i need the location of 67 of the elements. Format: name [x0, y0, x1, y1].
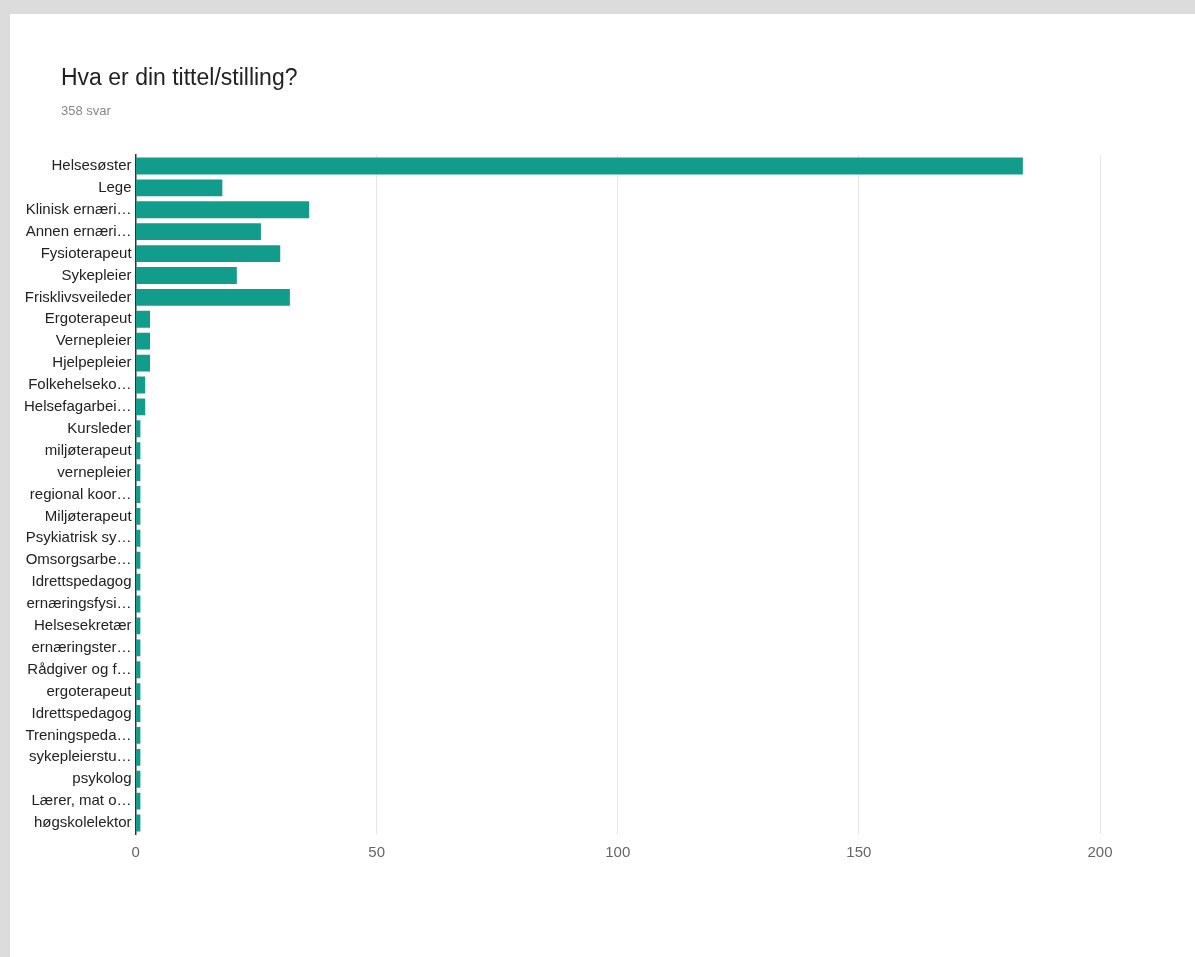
- x-tick-label: 150: [846, 843, 872, 861]
- y-tick-label: Psykiatrisk sy…: [25, 528, 132, 546]
- y-tick-label: Treningspeda…: [25, 725, 132, 743]
- x-tick-label: 0: [131, 843, 140, 861]
- y-tick-label: psykolog: [72, 769, 132, 787]
- y-tick-label: Helsesekretær: [34, 616, 132, 634]
- bar: [136, 288, 290, 306]
- bar: [136, 770, 141, 788]
- bar: [136, 464, 141, 482]
- y-tick-label: Lærer, mat o…: [31, 791, 132, 809]
- y-tick-label: Fysioterapeut: [40, 243, 133, 261]
- y-tick-label: Kursleder: [67, 418, 132, 436]
- bar: [136, 376, 146, 394]
- y-tick-label: Ergoterapeut: [44, 309, 133, 327]
- y-tick-label: Lege: [98, 178, 132, 195]
- y-tick-label: sykepleierstu…: [29, 747, 132, 765]
- y-tick-label: Idrettspedagog: [31, 572, 132, 590]
- bar: [136, 639, 141, 657]
- bar: [136, 551, 141, 569]
- bar: [136, 617, 141, 635]
- y-tick-label: Idrettspedagog: [31, 703, 132, 721]
- bar: [136, 157, 1023, 175]
- bar: [136, 332, 151, 350]
- y-tick-label: ernæringster…: [31, 637, 132, 655]
- bar: [136, 223, 261, 241]
- y-tick-label: Klinisk ernæri…: [25, 199, 132, 217]
- bar: [136, 245, 281, 262]
- y-tick-label: Hjelpepleier: [52, 353, 132, 371]
- bar: [136, 748, 141, 766]
- bar: [136, 420, 141, 438]
- bar: [136, 661, 141, 679]
- bar: [136, 201, 310, 219]
- y-tick-label: Folkehelseko…: [28, 375, 132, 393]
- chart-title: Hva er din tittel/stilling?: [61, 64, 298, 91]
- y-tick-label: miljøterapeut: [44, 440, 133, 458]
- y-tick-label: Helsesøster: [51, 156, 132, 174]
- bar: [136, 705, 141, 722]
- bar: [136, 310, 151, 328]
- y-tick-label: vernepleier: [57, 462, 132, 480]
- bar: [136, 486, 141, 503]
- bar: [136, 442, 141, 460]
- bar: [136, 507, 141, 525]
- y-tick-label: Annen ernæri…: [25, 221, 132, 239]
- y-tick-label: Vernepleier: [55, 331, 132, 349]
- y-tick-label: Omsorgsarbe…: [25, 550, 132, 568]
- bar: [136, 267, 237, 284]
- y-tick-label: Miljøterapeut: [44, 506, 133, 524]
- y-tick-label: ergoterapeut: [46, 681, 133, 699]
- y-tick-label: Rådgiver og f…: [27, 659, 132, 677]
- bar: [136, 529, 141, 547]
- y-tick-label: Helsefagarbei…: [23, 397, 132, 415]
- chart-subtitle: 358 svar: [61, 103, 111, 118]
- bar: [136, 573, 141, 591]
- x-tick-label: 100: [605, 843, 631, 861]
- bar: [136, 683, 141, 701]
- bar: [136, 179, 223, 197]
- x-tick-label: 50: [368, 843, 386, 861]
- y-tick-label: Frisklivsveileder: [24, 287, 132, 305]
- x-tick-label: 200: [1087, 843, 1113, 861]
- y-tick-label: Sykepleier: [61, 265, 132, 283]
- bar: [136, 792, 141, 810]
- bar: [136, 398, 146, 416]
- bar: [136, 727, 141, 744]
- y-tick-label: høgskolelektor: [34, 813, 132, 831]
- y-tick-label: ernæringsfysi…: [26, 594, 132, 612]
- y-tick-label: regional koor…: [29, 484, 132, 502]
- bar: [136, 354, 151, 372]
